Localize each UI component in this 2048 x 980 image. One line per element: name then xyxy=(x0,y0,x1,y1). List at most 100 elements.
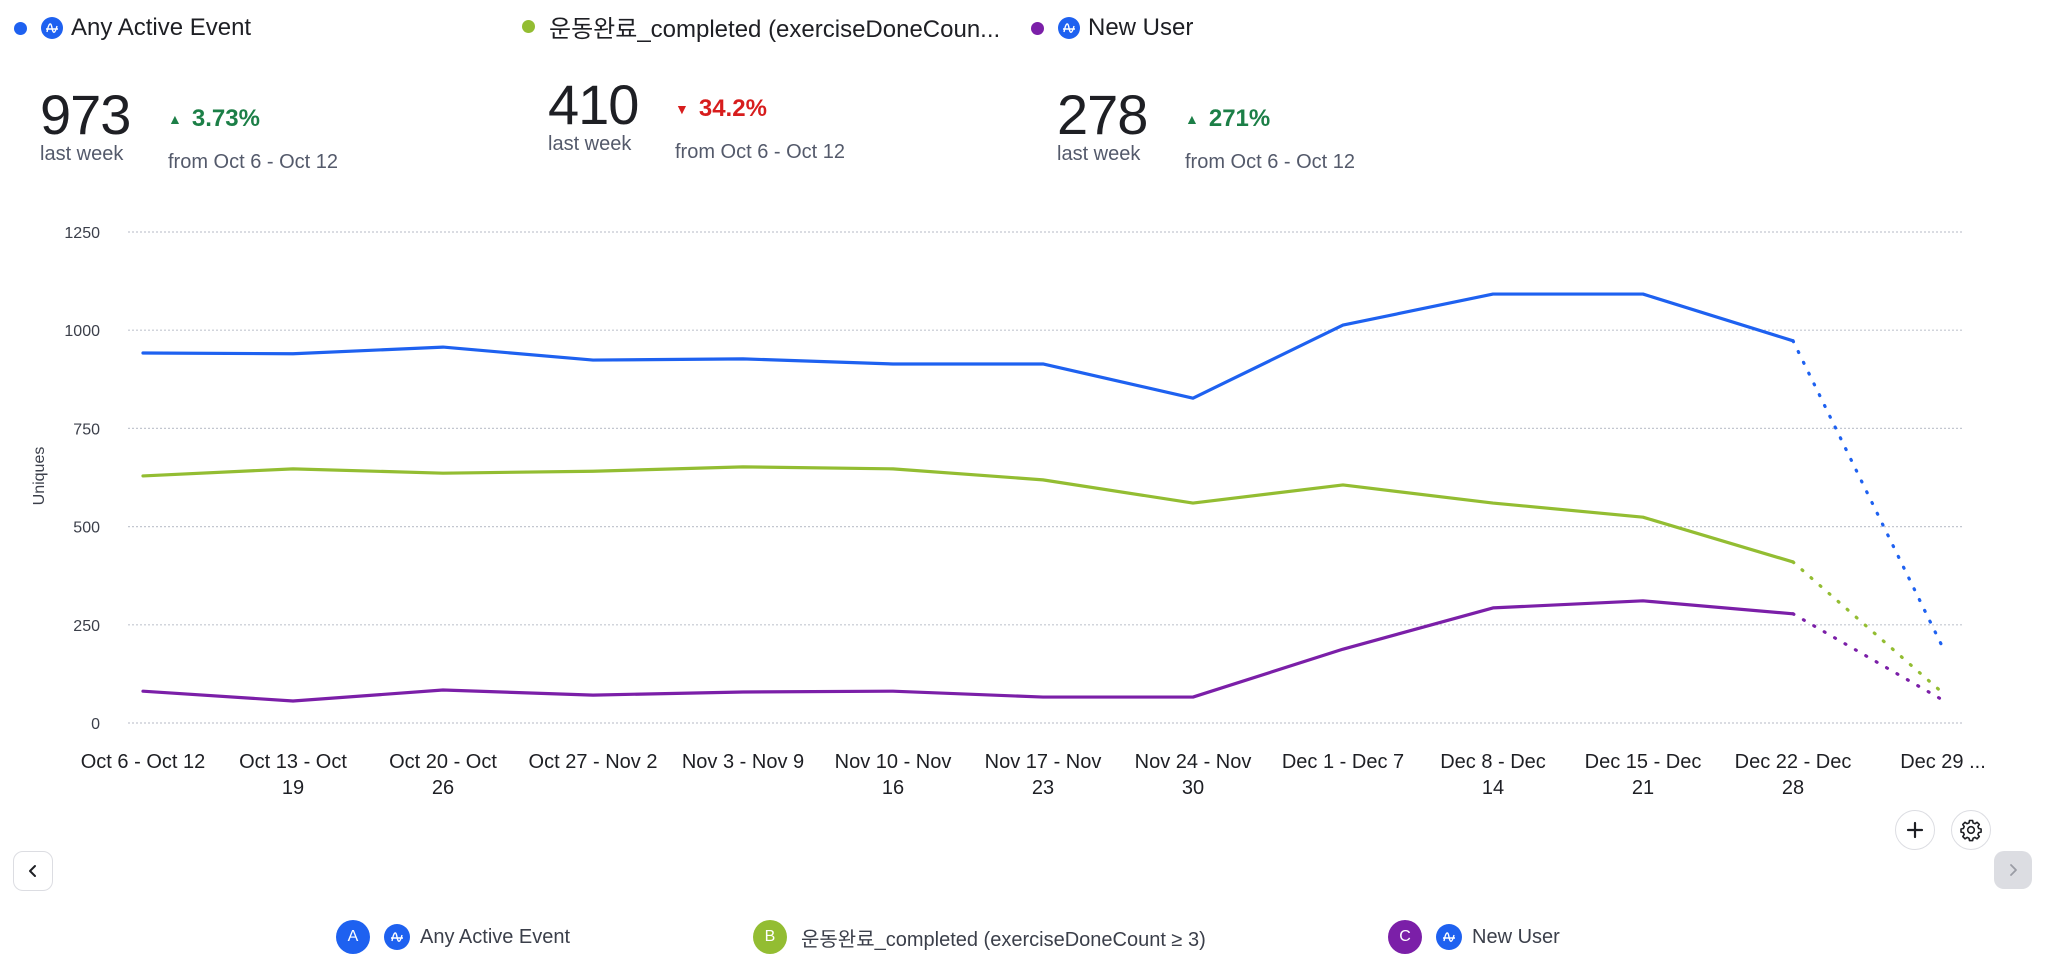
data-point-c[interactable] xyxy=(438,685,448,695)
top-legend-item-b[interactable]: 운동완료_completed (exerciseDoneCoun... xyxy=(522,9,1000,44)
amplitude-icon xyxy=(41,17,63,39)
data-point-c[interactable] xyxy=(1338,644,1348,654)
kpi-change-value: 34.2% xyxy=(698,95,767,122)
amplitude-icon xyxy=(384,924,410,950)
kpi-from: from Oct 6 - Oct 12 xyxy=(675,141,846,163)
data-point-b[interactable] xyxy=(1038,475,1048,485)
line-chart: Uniques 0 250 500 750 1000 1250 Oct 6 - Oct 1… xyxy=(31,225,1986,799)
data-point-a[interactable] xyxy=(888,359,898,369)
data-point-a[interactable] xyxy=(438,342,448,352)
x-tick-label: Dec 22 - Dec 28 xyxy=(1735,751,1852,799)
kpi-period: last week xyxy=(548,133,632,155)
chevron-right-icon xyxy=(2010,864,2017,876)
data-point-b[interactable] xyxy=(588,466,598,476)
top-legend-label: Any Active Event xyxy=(71,14,252,41)
data-point-a[interactable] xyxy=(738,354,748,364)
data-point-a[interactable] xyxy=(1488,289,1498,299)
data-point-a[interactable] xyxy=(1788,336,1798,346)
series-color-dot xyxy=(1031,21,1044,35)
x-tick-label: Dec 15 - Dec 21 xyxy=(1585,751,1702,799)
data-point-c[interactable] xyxy=(288,696,298,706)
data-point-b[interactable] xyxy=(438,468,448,478)
series-line-a[interactable] xyxy=(141,292,1795,400)
kpi-from: from Oct 6 - Oct 12 xyxy=(168,151,339,173)
add-button[interactable] xyxy=(1895,810,1935,850)
kpi-value: 973 xyxy=(40,83,131,146)
bottom-legend-item-a[interactable]: A Any Active Event xyxy=(336,920,570,954)
y-tick-label: 750 xyxy=(73,421,100,438)
data-point-b[interactable] xyxy=(888,464,898,474)
data-point-b[interactable] xyxy=(138,471,148,481)
kpi-new-user: 278 last week ▲ 271% from Oct 6 - Oct 12 xyxy=(1057,83,1355,174)
top-legend-label: New User xyxy=(1088,14,1194,41)
data-point-a[interactable] xyxy=(1038,359,1048,369)
data-point-c[interactable] xyxy=(138,686,148,696)
y-tick-label: 1000 xyxy=(64,323,100,340)
bottom-legend-label: New User xyxy=(1472,925,1560,948)
y-axis-label: Uniques xyxy=(31,447,48,506)
data-point-a[interactable] xyxy=(138,348,148,358)
data-point-c[interactable] xyxy=(738,687,748,697)
top-legend-item-a[interactable]: Any Active Event xyxy=(14,14,251,42)
data-point-a[interactable] xyxy=(1638,289,1648,299)
data-point-b[interactable] xyxy=(288,464,298,474)
bottom-legend-item-b[interactable]: B 운동완료_completed (exerciseDoneCount ≥ 3) xyxy=(753,920,1206,954)
triangle-down-icon: ▼ xyxy=(675,101,689,117)
y-tick-label: 1250 xyxy=(64,225,100,242)
kpi-value: 278 xyxy=(1057,83,1148,146)
series-line-incomplete-a[interactable] xyxy=(1791,339,1945,650)
x-tick-label: Dec 1 - Dec 7 xyxy=(1282,751,1404,773)
kpi-exercise-completed: 410 last week ▼ 34.2% from Oct 6 - Oct 1… xyxy=(548,73,845,164)
bottom-legend-label: 운동완료_completed (exerciseDoneCount ≥ 3) xyxy=(801,928,1206,951)
data-point-b[interactable] xyxy=(1338,480,1348,490)
data-point-c[interactable] xyxy=(1938,695,1948,705)
data-point-a[interactable] xyxy=(1938,643,1948,653)
kpi-value: 410 xyxy=(548,73,639,136)
previous-page-button[interactable] xyxy=(13,851,53,891)
x-tick-label: Nov 10 - Nov 16 xyxy=(835,751,952,799)
data-point-c[interactable] xyxy=(1788,609,1798,619)
data-point-a[interactable] xyxy=(1188,393,1198,403)
kpi-period: last week xyxy=(40,143,124,165)
data-point-a[interactable] xyxy=(1338,320,1348,330)
triangle-up-icon: ▲ xyxy=(1185,111,1199,127)
data-point-b[interactable] xyxy=(1188,498,1198,508)
series-lines xyxy=(138,289,1948,706)
series-line-c[interactable] xyxy=(141,599,1795,703)
data-point-c[interactable] xyxy=(1488,603,1498,613)
series-badge: A xyxy=(336,920,370,954)
amplitude-icon xyxy=(1436,924,1462,950)
data-point-c[interactable] xyxy=(1038,692,1048,702)
series-line-b[interactable] xyxy=(141,465,1795,564)
data-point-a[interactable] xyxy=(588,355,598,365)
series-badge: C xyxy=(1388,920,1422,954)
chart-settings-button[interactable] xyxy=(1951,810,1991,850)
x-tick-label: Nov 3 - Nov 9 xyxy=(682,751,804,773)
data-point-b[interactable] xyxy=(738,462,748,472)
top-legend-item-c[interactable]: New User xyxy=(1031,14,1193,42)
data-point-b[interactable] xyxy=(1488,498,1498,508)
series-line-incomplete-c[interactable] xyxy=(1791,612,1945,702)
data-point-c[interactable] xyxy=(1638,596,1648,606)
amplitude-icon xyxy=(1058,17,1080,39)
x-axis-ticks: Oct 6 - Oct 12 Oct 13 - Oct 19 Oct 20 - Oct… xyxy=(81,751,1986,799)
kpi-any-active-event: 973 last week ▲ 3.73% from Oct 6 - Oct 1… xyxy=(40,83,338,174)
next-page-button[interactable] xyxy=(1994,851,2032,889)
bottom-legend-item-c[interactable]: C New User xyxy=(1388,920,1560,954)
y-axis-ticks: 0 250 500 750 1000 1250 xyxy=(64,225,100,733)
kpi-change: ▲ 3.73% xyxy=(168,105,260,133)
kpi-change: ▲ 271% xyxy=(1185,105,1270,133)
data-point-b[interactable] xyxy=(1638,512,1648,522)
data-point-a[interactable] xyxy=(288,349,298,359)
kpi-change: ▼ 34.2% xyxy=(675,95,767,123)
x-tick-label: Dec 8 - Dec 14 xyxy=(1440,751,1546,799)
x-tick-label: Nov 17 - Nov 23 xyxy=(985,751,1102,799)
y-tick-label: 250 xyxy=(73,618,100,635)
top-legend: Any Active Event 운동완료_completed (exercis… xyxy=(0,14,2048,54)
data-point-b[interactable] xyxy=(1788,557,1798,567)
data-point-c[interactable] xyxy=(1188,692,1198,702)
data-point-c[interactable] xyxy=(888,686,898,696)
x-tick-label: Oct 27 - Nov 2 xyxy=(529,751,658,773)
y-tick-label: 500 xyxy=(73,520,100,537)
data-point-c[interactable] xyxy=(588,690,598,700)
